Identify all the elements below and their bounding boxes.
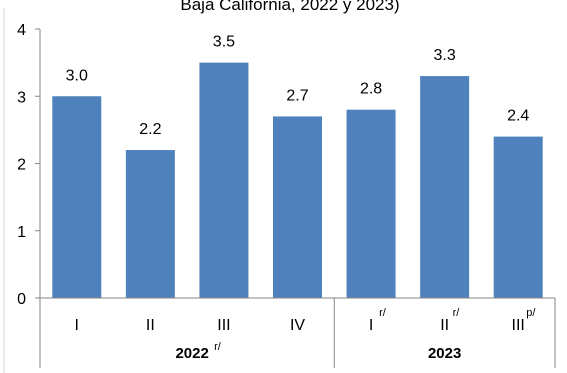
y-tick-label: 4	[17, 22, 26, 39]
y-tick-label: 3	[17, 89, 26, 106]
bar	[493, 136, 543, 298]
data-label: 3.5	[213, 34, 235, 51]
x-tick-label: I	[369, 317, 373, 334]
bar	[420, 76, 470, 298]
group-label: 2022	[175, 345, 208, 362]
data-label: 3.3	[434, 47, 456, 64]
y-tick-label: 2	[17, 157, 26, 174]
data-label: 2.7	[286, 87, 308, 104]
y-tick-label: 0	[17, 291, 26, 308]
bar	[52, 96, 102, 298]
y-axis: 0 1 2 3 4	[17, 22, 41, 308]
group-superscript: r/	[214, 341, 222, 353]
y-tick-label: 1	[17, 224, 26, 241]
x-tick-superscript: r/	[453, 307, 461, 319]
x-tick-label: IV	[290, 317, 305, 334]
x-tick-label: I	[75, 317, 79, 334]
data-label: 2.8	[360, 81, 382, 98]
x-tick-superscript: p/	[526, 307, 536, 319]
x-tick-label: II	[146, 317, 155, 334]
data-label: 2.4	[507, 108, 529, 125]
bar	[125, 150, 175, 298]
x-tick-label: III	[512, 317, 525, 334]
bar	[346, 109, 396, 298]
data-labels: 3.0 2.2 3.5 2.7 2.8 3.3 2.4	[66, 34, 530, 138]
data-label: 2.2	[139, 121, 161, 138]
group-label: 2023	[428, 345, 461, 362]
x-tick-label: III	[217, 317, 230, 334]
x-tick-label: II	[440, 317, 449, 334]
bar	[199, 62, 249, 298]
chart-title: Baja California, 2022 y 2023)	[180, 0, 399, 14]
bar	[273, 116, 322, 298]
bars	[52, 62, 543, 298]
data-label: 3.0	[66, 67, 88, 84]
x-tick-superscript: r/	[379, 307, 387, 319]
